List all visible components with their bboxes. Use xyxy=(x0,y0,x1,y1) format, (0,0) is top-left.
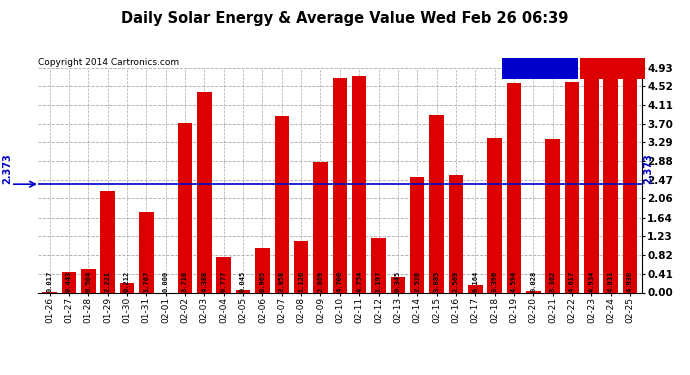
Text: Daily   ($): Daily ($) xyxy=(588,64,637,73)
Text: 1.126: 1.126 xyxy=(298,271,304,292)
Text: 0.504: 0.504 xyxy=(86,271,91,292)
Bar xyxy=(371,238,386,292)
Text: 2.520: 2.520 xyxy=(414,271,420,292)
Bar xyxy=(255,249,270,292)
Bar xyxy=(468,285,482,292)
Bar xyxy=(565,82,580,292)
Text: 2.869: 2.869 xyxy=(317,271,324,292)
Bar xyxy=(217,257,231,292)
Text: 1.197: 1.197 xyxy=(375,271,382,292)
Text: 0.443: 0.443 xyxy=(66,271,72,292)
Text: 4.700: 4.700 xyxy=(337,271,343,292)
Text: Average  ($): Average ($) xyxy=(509,64,571,73)
Bar xyxy=(294,241,308,292)
Text: 0.777: 0.777 xyxy=(221,271,227,292)
Bar xyxy=(623,68,638,292)
Bar xyxy=(119,283,135,292)
Text: 3.710: 3.710 xyxy=(182,271,188,292)
Bar xyxy=(275,116,289,292)
Text: 3.885: 3.885 xyxy=(433,271,440,292)
Bar xyxy=(197,92,212,292)
Text: 4.930: 4.930 xyxy=(627,271,633,292)
Text: 0.164: 0.164 xyxy=(472,271,478,292)
Text: 4.831: 4.831 xyxy=(608,271,613,292)
Bar xyxy=(448,175,463,292)
Text: 2.373: 2.373 xyxy=(644,153,653,184)
Text: 4.594: 4.594 xyxy=(511,271,517,292)
Text: 4.754: 4.754 xyxy=(356,271,362,292)
Bar xyxy=(391,277,405,292)
Text: 0.212: 0.212 xyxy=(124,271,130,292)
Bar xyxy=(526,291,540,292)
Bar xyxy=(604,72,618,292)
Bar xyxy=(333,78,347,292)
Text: Copyright 2014 Cartronics.com: Copyright 2014 Cartronics.com xyxy=(38,58,179,67)
Bar xyxy=(178,123,193,292)
Bar xyxy=(429,115,444,292)
Bar xyxy=(506,83,521,292)
Text: 3.362: 3.362 xyxy=(550,271,555,292)
Text: 0.028: 0.028 xyxy=(531,271,536,292)
Text: Daily Solar Energy & Average Value Wed Feb 26 06:39: Daily Solar Energy & Average Value Wed F… xyxy=(121,11,569,26)
Bar xyxy=(139,212,154,292)
Text: 3.396: 3.396 xyxy=(492,271,497,292)
Text: 4.934: 4.934 xyxy=(589,271,594,292)
Bar xyxy=(410,177,424,292)
Text: 2.569: 2.569 xyxy=(453,271,459,292)
Bar xyxy=(352,75,366,292)
Bar xyxy=(545,139,560,292)
Bar xyxy=(81,270,95,292)
Text: 0.000: 0.000 xyxy=(163,271,168,292)
Text: 3.858: 3.858 xyxy=(279,271,285,292)
Bar xyxy=(584,68,599,292)
Text: 0.017: 0.017 xyxy=(46,271,52,292)
Bar xyxy=(236,291,250,292)
Text: 2.373: 2.373 xyxy=(2,153,12,184)
Bar xyxy=(100,191,115,292)
Bar xyxy=(61,272,76,292)
Text: 2.221: 2.221 xyxy=(105,271,110,292)
Bar xyxy=(313,162,328,292)
Text: 0.345: 0.345 xyxy=(395,271,401,292)
Text: 4.388: 4.388 xyxy=(201,271,208,292)
Text: 4.617: 4.617 xyxy=(569,271,575,292)
Bar xyxy=(487,138,502,292)
Text: 0.045: 0.045 xyxy=(240,271,246,292)
Text: 0.965: 0.965 xyxy=(259,271,266,292)
Text: 1.767: 1.767 xyxy=(144,271,149,292)
